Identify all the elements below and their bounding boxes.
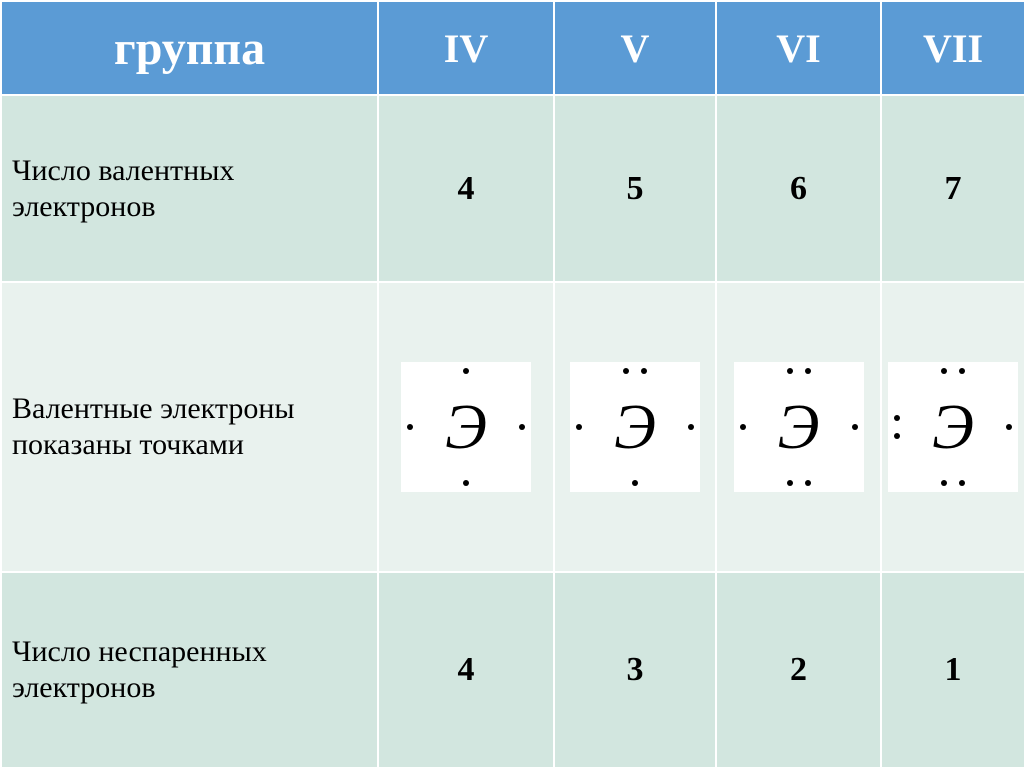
row-valence-count: Число валентных электронов 4 5 6 7 — [1, 95, 1024, 282]
electron-dot — [787, 368, 793, 374]
header-row: группа IV V VI VII — [1, 1, 1024, 95]
electron-dot — [941, 368, 947, 374]
row-label: Число неспаренных электронов — [1, 572, 378, 768]
cell-value: 3 — [554, 572, 716, 768]
row-label: Валентные электроны показаны точками — [1, 282, 378, 572]
header-main: группа — [1, 1, 378, 95]
electron-dot — [740, 424, 746, 430]
electron-dot — [941, 480, 947, 486]
header-col-iv: IV — [378, 1, 554, 95]
row-unpaired-count: Число неспаренных электронов 4 3 2 1 — [1, 572, 1024, 768]
electron-dot — [852, 424, 858, 430]
electron-dot — [805, 368, 811, 374]
electron-dot — [1006, 424, 1012, 430]
electron-dot — [787, 480, 793, 486]
header-col-vii: VII — [881, 1, 1024, 95]
electron-dot — [959, 368, 965, 374]
row-label: Число валентных электронов — [1, 95, 378, 282]
electron-dot — [463, 480, 469, 486]
lewis-cell-vii: Э — [881, 282, 1024, 572]
cell-value: 5 — [554, 95, 716, 282]
electron-dot — [407, 424, 413, 430]
lewis-cell-vi: Э — [716, 282, 881, 572]
cell-value: 2 — [716, 572, 881, 768]
row-lewis-dots: Валентные электроны показаны точками Э Э… — [1, 282, 1024, 572]
electron-dot — [576, 424, 582, 430]
electron-dot — [688, 424, 694, 430]
cell-value: 6 — [716, 95, 881, 282]
element-symbol: Э — [614, 390, 656, 464]
element-symbol: Э — [445, 390, 487, 464]
electron-dot — [641, 368, 647, 374]
lewis-cell-v: Э — [554, 282, 716, 572]
header-col-v: V — [554, 1, 716, 95]
header-col-vi: VI — [716, 1, 881, 95]
cell-value: 7 — [881, 95, 1024, 282]
electron-dot — [623, 368, 629, 374]
electron-dot — [519, 424, 525, 430]
element-symbol: Э — [778, 390, 820, 464]
electron-dot — [894, 433, 900, 439]
electron-dot — [463, 368, 469, 374]
electron-dot — [632, 480, 638, 486]
electron-dot — [894, 415, 900, 421]
valence-table: группа IV V VI VII Число валентных элект… — [0, 0, 1024, 769]
cell-value: 1 — [881, 572, 1024, 768]
electron-dot — [959, 480, 965, 486]
lewis-cell-iv: Э — [378, 282, 554, 572]
cell-value: 4 — [378, 95, 554, 282]
cell-value: 4 — [378, 572, 554, 768]
element-symbol: Э — [932, 390, 974, 464]
electron-dot — [805, 480, 811, 486]
